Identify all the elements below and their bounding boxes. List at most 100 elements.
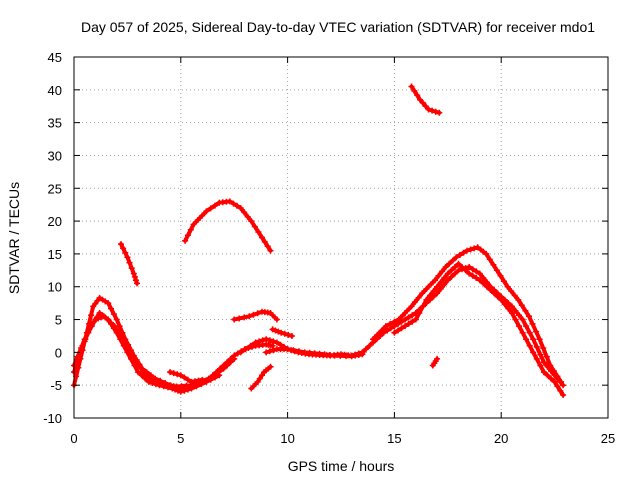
data-point — [256, 338, 263, 345]
y-tick-label: 35 — [48, 116, 62, 131]
series-arc-8h — [231, 308, 280, 323]
y-tick-label: 40 — [48, 83, 62, 98]
data-point — [519, 316, 526, 323]
data-point — [190, 221, 197, 228]
data-point — [429, 107, 436, 114]
data-point — [120, 245, 127, 252]
data-point — [460, 249, 467, 256]
data-point — [404, 307, 411, 314]
data-point — [412, 316, 419, 323]
data-point — [384, 327, 391, 334]
y-axis-title: SDTVAR / TECUs — [6, 182, 22, 294]
data-point — [266, 348, 273, 355]
data-point — [439, 268, 446, 275]
y-tick-label: 45 — [48, 50, 62, 65]
data-point — [177, 388, 184, 395]
data-point — [491, 290, 498, 297]
data-point — [434, 290, 441, 297]
data-point — [366, 342, 373, 349]
data-point — [490, 261, 497, 268]
data-point — [417, 96, 423, 103]
data-point — [184, 386, 191, 393]
data-point — [237, 349, 244, 356]
data-point — [442, 264, 449, 270]
data-point — [512, 316, 519, 323]
data-point — [203, 208, 210, 215]
data-point — [132, 359, 139, 366]
data-point — [92, 316, 99, 323]
data-point — [108, 305, 114, 312]
data-point — [213, 369, 220, 376]
data-point — [135, 369, 142, 376]
data-point — [272, 327, 279, 334]
data-point — [104, 316, 111, 323]
data-point — [497, 272, 504, 279]
series-arc-16h — [408, 83, 443, 116]
data-point — [269, 326, 276, 333]
data-point — [182, 237, 189, 244]
y-tick-label: 25 — [48, 181, 62, 196]
data-point — [352, 351, 359, 358]
data-point — [530, 336, 537, 343]
data-point — [464, 247, 470, 254]
data-point — [81, 336, 88, 343]
data-point — [167, 382, 174, 389]
data-point — [547, 362, 554, 369]
data-point — [425, 106, 432, 113]
data-point — [446, 260, 453, 267]
data-point — [537, 351, 544, 358]
data-point — [129, 352, 136, 359]
data-point — [415, 294, 422, 301]
data-point — [212, 202, 218, 209]
data-point — [427, 292, 433, 299]
data-point — [140, 368, 147, 374]
data-point — [516, 323, 522, 330]
data-point — [145, 378, 152, 385]
data-point — [414, 92, 421, 99]
data-point — [348, 352, 355, 359]
data-point — [533, 355, 540, 362]
data-point — [449, 257, 456, 264]
data-point — [548, 375, 554, 382]
series-arc-2h — [118, 241, 140, 287]
data-point — [451, 270, 458, 277]
y-tick-label: 10 — [48, 280, 62, 295]
series-trace — [249, 364, 273, 391]
data-point — [459, 264, 465, 270]
data-point — [523, 336, 530, 343]
data-point — [263, 336, 270, 343]
data-point — [476, 277, 483, 284]
data-point — [147, 375, 154, 382]
data-point — [267, 247, 274, 254]
data-point — [199, 212, 206, 219]
data-point — [131, 273, 138, 280]
data-point — [115, 328, 122, 335]
data-point — [412, 299, 418, 305]
data-point — [175, 387, 181, 394]
data-point — [281, 330, 288, 337]
data-point — [205, 375, 212, 382]
data-point — [473, 275, 480, 281]
data-point — [250, 311, 257, 318]
data-point — [432, 277, 438, 284]
data-point — [118, 334, 125, 340]
data-point — [100, 313, 107, 320]
data-point — [467, 246, 474, 253]
data-point — [199, 376, 206, 383]
data-point — [469, 272, 476, 279]
data-point — [516, 312, 522, 319]
data-point — [124, 254, 131, 261]
data-point — [259, 234, 265, 241]
data-point — [451, 264, 458, 270]
data-point — [515, 296, 522, 303]
data-point — [231, 352, 238, 359]
data-point — [432, 108, 439, 115]
data-point — [132, 277, 139, 284]
data-point — [113, 316, 120, 323]
data-point — [536, 336, 543, 343]
data-point — [529, 320, 536, 327]
data-point — [88, 323, 95, 330]
data-point — [234, 202, 240, 209]
data-point — [128, 265, 135, 272]
series-arc-4h — [167, 369, 206, 385]
